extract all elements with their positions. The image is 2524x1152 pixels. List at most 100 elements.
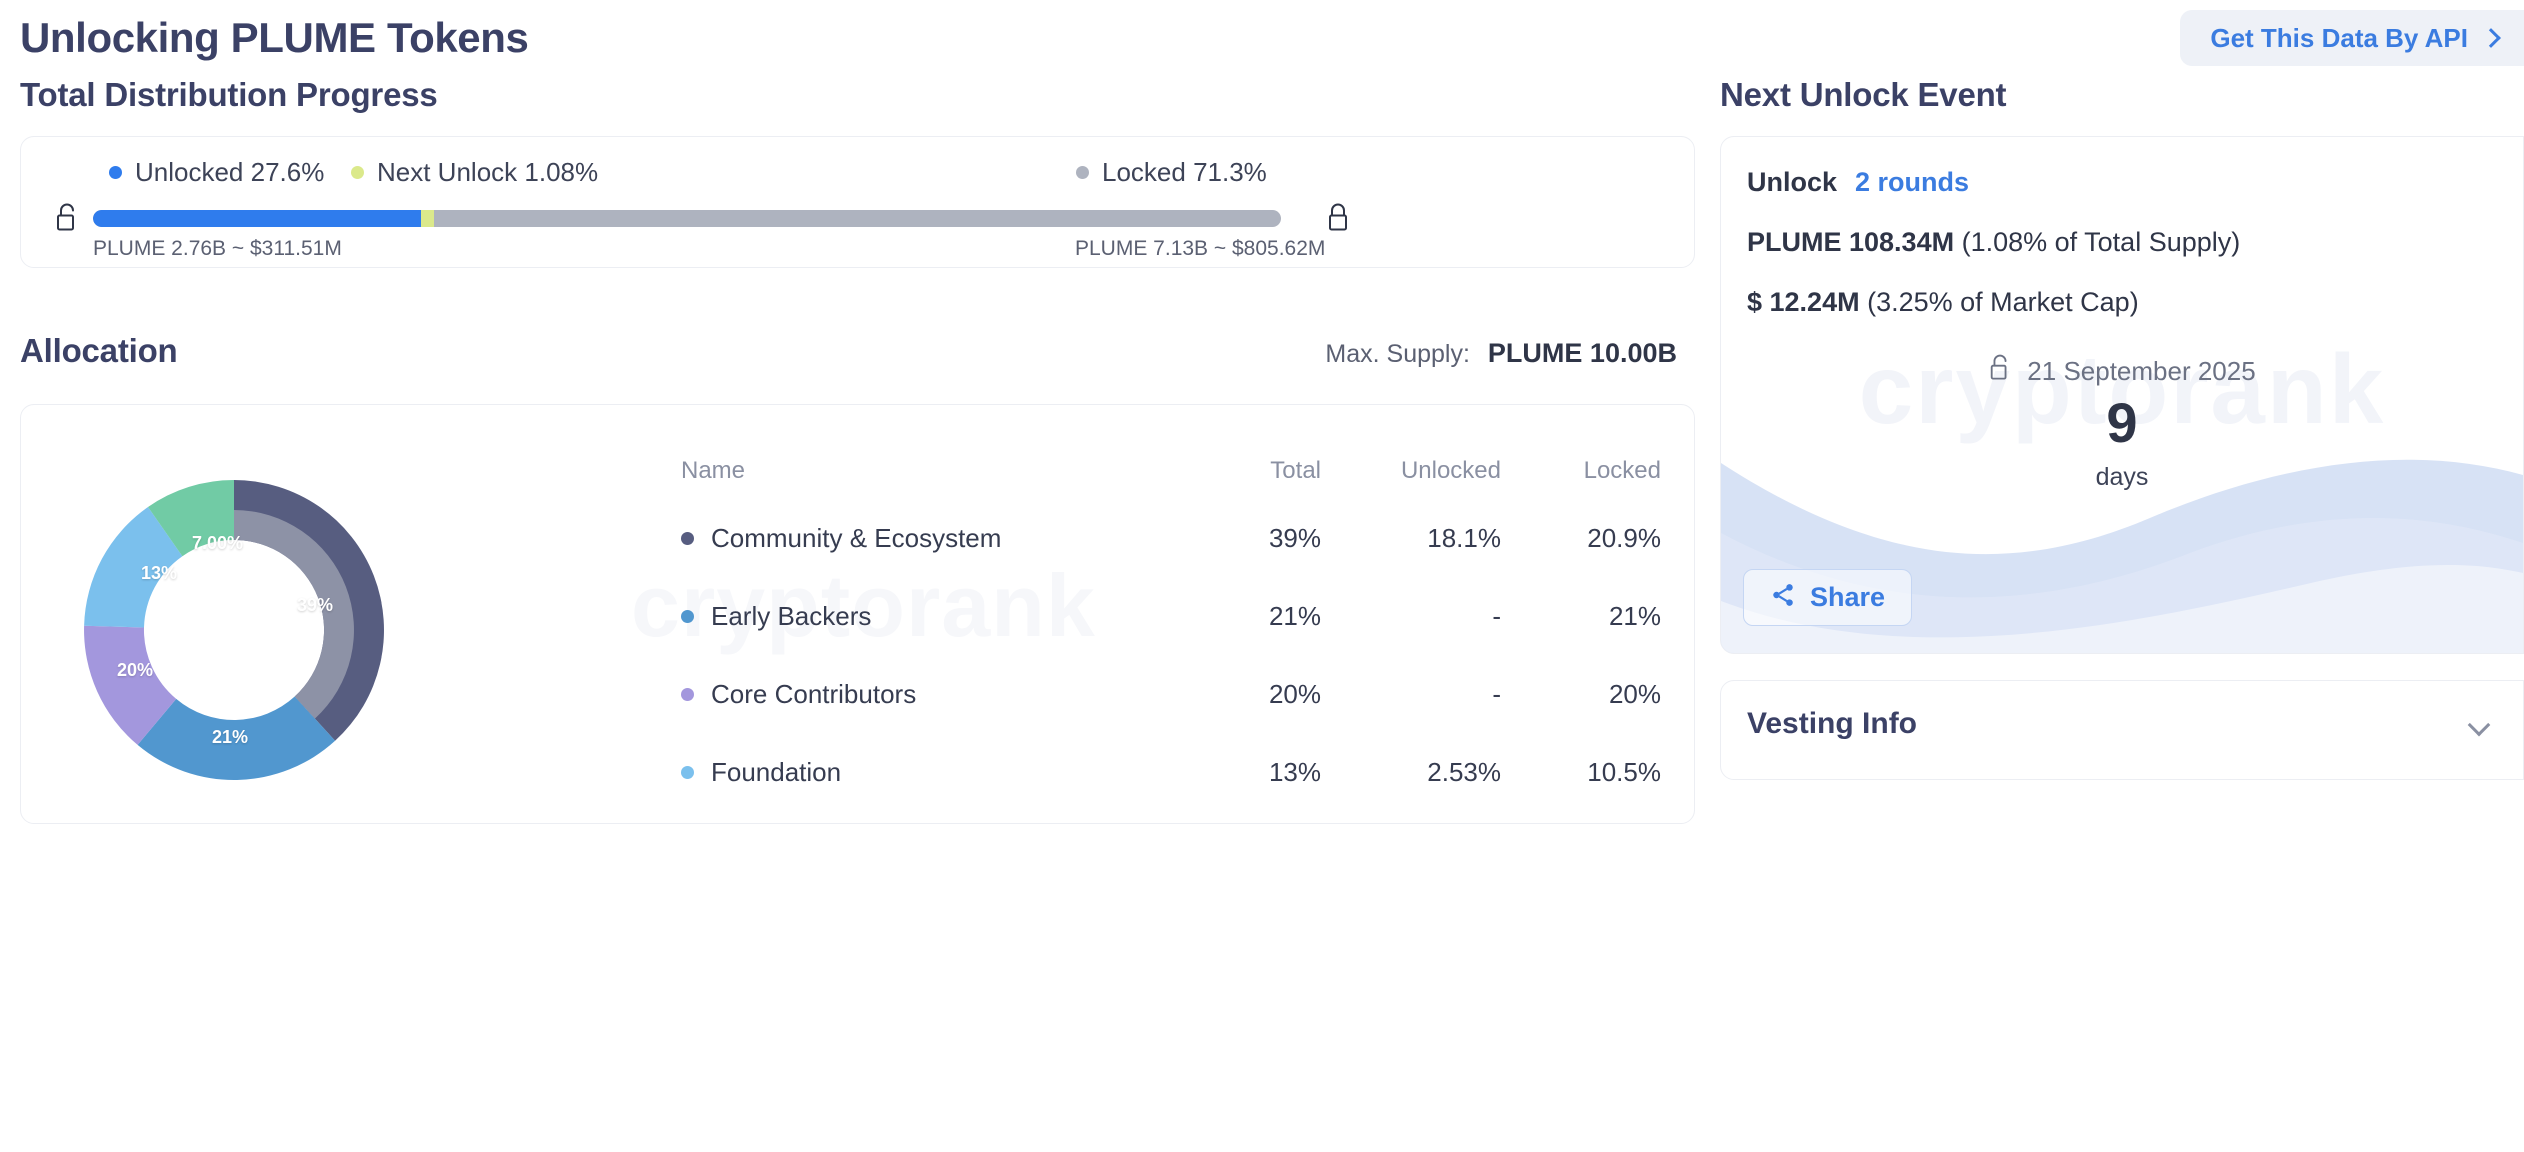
api-button-label: Get This Data By API xyxy=(2210,22,2468,53)
unlock-usd-suffix: (3.25% of Market Cap) xyxy=(1859,287,2139,317)
legend-label-unlocked: Unlocked 27.6% xyxy=(135,157,325,187)
distribution-bar-row xyxy=(21,199,1694,239)
table-row[interactable]: Core Contributors 20% - 20% xyxy=(681,655,1661,733)
progress-segment-unlocked xyxy=(93,210,421,227)
get-data-by-api-button[interactable]: Get This Data By API xyxy=(2180,10,2524,66)
unlock-date: 21 September 2025 xyxy=(2027,356,2256,386)
vesting-info-card[interactable]: Vesting Info xyxy=(1720,680,2524,780)
table-row[interactable]: Community Airdrop 7.00% 7.00% - xyxy=(681,811,1661,823)
next-unlock-section-title: Next Unlock Event xyxy=(1720,76,2007,113)
allocation-section-title: Allocation xyxy=(20,332,178,369)
donut-label-community-ecosystem: 39% xyxy=(297,595,334,615)
allocation-name: Early Backers xyxy=(711,600,872,631)
distribution-progress-card: Unlocked 27.6% Next Unlock 1.08% Locked … xyxy=(20,136,1695,268)
donut-slice-early-backers xyxy=(137,696,336,780)
allocation-color-dot xyxy=(681,531,694,545)
legend-dot-unlocked xyxy=(109,166,122,179)
allocation-color-dot xyxy=(681,687,694,701)
donut-label-community-airdrop: 7.00% xyxy=(192,533,244,553)
left-column: Total Distribution Progress Unlocked 27.… xyxy=(0,76,1700,824)
legend-item-next-unlock: Next Unlock 1.08% xyxy=(351,157,598,188)
allocation-name: Community & Ecosystem xyxy=(711,522,1002,553)
donut-slice-foundation xyxy=(84,507,183,628)
table-row[interactable]: Early Backers 21% - 21% xyxy=(681,577,1661,655)
donut-label-core-contributors: 20% xyxy=(117,660,154,680)
unlock-amount-row: PLUME 108.34M (1.08% of Total Supply) xyxy=(1747,227,2240,258)
allocation-name-cell: Early Backers xyxy=(681,601,1171,632)
page-title: Unlocking PLUME Tokens xyxy=(20,14,529,61)
allocation-name-cell: Core Contributors xyxy=(681,679,1171,710)
legend-item-locked: Locked 71.3% xyxy=(1076,157,1267,188)
unlock-icon xyxy=(1988,353,2012,390)
unlock-rounds-row: Unlock 2 rounds xyxy=(1747,167,1969,198)
allocation-name-cell: Community & Ecosystem xyxy=(681,523,1171,554)
allocation-name-cell: Foundation xyxy=(681,757,1171,788)
donut-label-foundation: 13% xyxy=(141,563,178,583)
max-supply-value: PLUME 10.00B xyxy=(1487,338,1677,368)
unlock-icon xyxy=(54,202,80,239)
allocation-name: Foundation xyxy=(711,756,842,787)
allocation-total: 20% xyxy=(1268,678,1321,709)
lock-icon xyxy=(1325,202,1351,239)
allocation-unlocked: - xyxy=(1492,600,1501,631)
distribution-legend: Unlocked 27.6% Next Unlock 1.08% Locked … xyxy=(21,157,1694,191)
unlock-amount: PLUME 108.34M xyxy=(1747,227,1955,257)
share-button[interactable]: Share xyxy=(1743,569,1913,626)
unlocked-caption: PLUME 2.76B ~ $311.51M xyxy=(93,237,342,260)
allocation-total: 13% xyxy=(1268,756,1321,787)
unlock-usd-row: $ 12.24M (3.25% of Market Cap) xyxy=(1747,287,2139,318)
allocation-locked: 20.9% xyxy=(1587,522,1661,553)
table-header-row: Name Total Unlocked Locked xyxy=(681,443,1661,499)
allocation-donut-chart: 7.00% 13% 20% 21% 39% xyxy=(69,435,399,795)
table-row[interactable]: Foundation 13% 2.53% 10.5% xyxy=(681,733,1661,811)
allocation-unlocked: 2.53% xyxy=(1427,756,1501,787)
legend-label-next-unlock: Next Unlock 1.08% xyxy=(377,157,599,187)
unlock-rounds-link[interactable]: 2 rounds xyxy=(1855,167,1970,197)
donut-label-early-backers: 21% xyxy=(212,727,249,747)
allocation-unlocked: - xyxy=(1492,678,1501,709)
allocation-total: 39% xyxy=(1268,522,1321,553)
chevron-right-icon xyxy=(2481,28,2501,48)
unlock-amount-suffix: (1.08% of Total Supply) xyxy=(1954,227,2241,257)
share-nodes-icon xyxy=(1770,582,1796,613)
allocation-name: Core Contributors xyxy=(711,678,917,709)
allocation-unlocked: 18.1% xyxy=(1427,522,1501,553)
allocation-locked: 10.5% xyxy=(1587,756,1661,787)
chevron-down-icon[interactable] xyxy=(2467,713,2491,737)
max-supply-label: Max. Supply: xyxy=(1325,340,1470,368)
right-column: Next Unlock Event cryptorank Unlock 2 ro… xyxy=(1720,76,2524,780)
allocation-locked: 21% xyxy=(1608,600,1661,631)
allocation-header-row: Allocation Max. Supply: PLUME 10.00B xyxy=(0,332,1700,382)
allocation-table: Name Total Unlocked Locked Community & E… xyxy=(681,443,1661,823)
vesting-info-title: Vesting Info xyxy=(1747,707,1918,740)
legend-dot-locked xyxy=(1076,166,1089,179)
countdown-unit: days xyxy=(2095,463,2149,491)
progress-segment-next-unlock xyxy=(420,210,434,227)
allocation-total: 21% xyxy=(1268,600,1321,631)
unlock-date-row: 21 September 2025 xyxy=(1721,353,2523,390)
column-header-name: Name xyxy=(681,457,746,484)
unlock-usd-value: $ 12.24M xyxy=(1747,287,1860,317)
locked-caption: PLUME 7.13B ~ $805.62M xyxy=(1075,237,1326,260)
legend-item-unlocked: Unlocked 27.6% xyxy=(109,157,324,188)
distribution-progress-bar xyxy=(93,210,1281,227)
decorative-waves xyxy=(1721,459,2523,653)
donut-slice-community-airdrop xyxy=(148,479,234,557)
table-row[interactable]: Community & Ecosystem 39% 18.1% 20.9% xyxy=(681,499,1661,577)
allocation-color-dot xyxy=(681,609,694,623)
next-unlock-card: cryptorank Unlock 2 rounds PLUME 108.34M… xyxy=(1720,136,2524,654)
column-header-unlocked: Unlocked xyxy=(1400,457,1501,484)
column-header-locked: Locked xyxy=(1583,457,1661,484)
column-header-total: Total xyxy=(1270,457,1321,484)
allocation-color-dot xyxy=(681,765,694,779)
donut-inner-locked-band xyxy=(234,510,354,719)
legend-dot-next-unlock xyxy=(351,166,364,179)
allocation-locked: 20% xyxy=(1608,678,1661,709)
countdown-value: 9 xyxy=(2106,391,2138,454)
max-supply: Max. Supply: PLUME 10.00B xyxy=(1325,338,1677,369)
distribution-section-title: Total Distribution Progress xyxy=(20,76,438,113)
legend-label-locked: Locked 71.3% xyxy=(1102,157,1267,187)
share-label: Share xyxy=(1810,582,1886,612)
allocation-card: cryptorank xyxy=(20,404,1695,824)
